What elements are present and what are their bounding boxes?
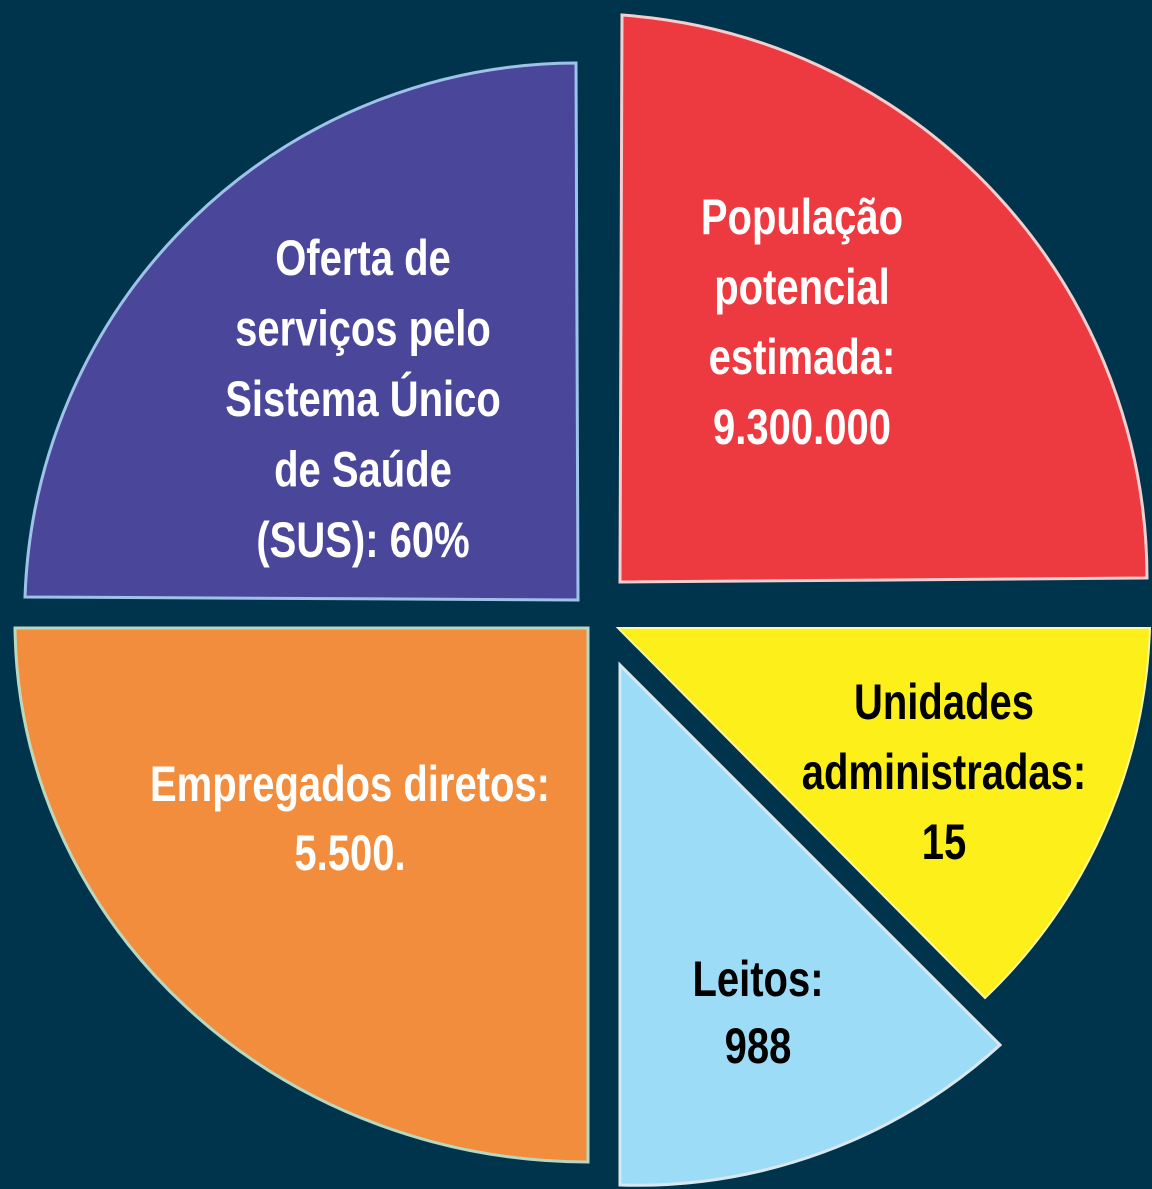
segment-employees: [13, 626, 590, 1164]
segment-label: serviços pelo: [235, 300, 491, 356]
segment-beds: [618, 661, 1003, 1187]
segment-label: 15: [922, 814, 966, 870]
segment-label: Leitos:: [692, 951, 823, 1007]
segment-label: Oferta de: [275, 230, 451, 286]
segment-units: [615, 627, 1152, 1000]
segment-label: estimada:: [709, 329, 896, 385]
segment-label: Unidades: [854, 674, 1034, 730]
segment-label: potencial: [714, 259, 890, 315]
segment-population: [618, 13, 1149, 584]
segment-label: 988: [725, 1018, 792, 1074]
segment-sus: [23, 61, 580, 602]
segment-label: de Saúde: [274, 441, 452, 497]
segment-label: População: [701, 189, 903, 245]
segment-label: Sistema Único: [225, 371, 501, 427]
segment-label: Empregados diretos:: [150, 756, 550, 812]
segment-label: 9.300.000: [713, 399, 891, 455]
segment-label: administradas:: [802, 744, 1086, 800]
segment-label: (SUS): 60%: [256, 512, 469, 568]
segment-label: 5.500.: [294, 825, 405, 881]
